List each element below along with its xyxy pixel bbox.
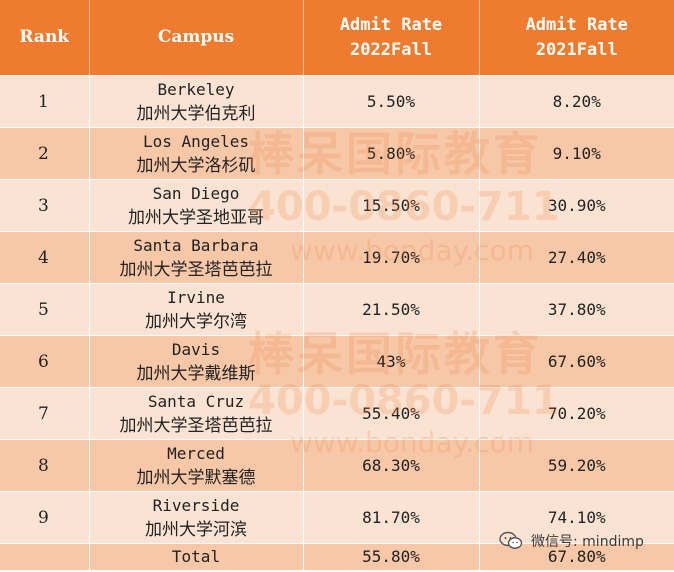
table-row: 8 Merced 加州大学默塞德 68.30% 59.20% xyxy=(0,439,674,492)
wechat-account: 微信号: mindimp xyxy=(499,531,644,551)
header-rate-2022-line2: 2022Fall xyxy=(350,39,432,60)
campus-name-cn: 加州大学圣塔芭芭拉 xyxy=(119,415,273,436)
campus-cell: Riverside 加州大学河滨 xyxy=(89,491,304,544)
campus-name-cn: 加州大学洛杉矶 xyxy=(136,155,256,176)
campus-name-cn: 加州大学圣塔芭芭拉 xyxy=(119,259,273,280)
table-row: 7 Santa Cruz 加州大学圣塔芭芭拉 55.40% 70.20% xyxy=(0,387,674,440)
campus-cell: Los Angeles 加州大学洛杉矶 xyxy=(89,127,304,180)
rate-2022-cell: 5.50% xyxy=(303,75,480,128)
table-row: 2 Los Angeles 加州大学洛杉矶 5.80% 9.10% xyxy=(0,127,674,180)
total-rate-2022: 55.80% xyxy=(303,543,480,570)
rate-2021-cell: 27.40% xyxy=(479,231,674,284)
rank-cell: 7 xyxy=(0,387,90,440)
campus-cell: Merced 加州大学默塞德 xyxy=(89,439,304,492)
campus-name-en: Davis xyxy=(171,339,221,359)
campus-cell: Irvine 加州大学尔湾 xyxy=(89,283,304,336)
campus-name-en: Irvine xyxy=(167,287,225,307)
campus-name-en: Santa Barbara xyxy=(133,235,259,255)
rate-2022-cell: 21.50% xyxy=(303,283,480,336)
rate-2021-cell: 67.60% xyxy=(479,335,674,388)
header-rate-2021-line2: 2021Fall xyxy=(535,39,618,60)
campus-name-en: Berkeley xyxy=(157,79,235,99)
campus-name-en: Los Angeles xyxy=(143,131,249,151)
wechat-icon xyxy=(499,531,523,549)
rank-cell: 3 xyxy=(0,179,90,232)
header-rate-2021-line1: Admit Rate xyxy=(525,14,628,35)
header-rate-2022: Admit Rate 2022Fall xyxy=(303,0,480,76)
rate-2021-cell: 59.20% xyxy=(479,439,674,492)
rate-2022-cell: 15.50% xyxy=(303,179,480,232)
table-row: 3 San Diego 加州大学圣地亚哥 15.50% 30.90% xyxy=(0,179,674,232)
rate-2022-cell: 19.70% xyxy=(303,231,480,284)
campus-name-cn: 加州大学伯克利 xyxy=(136,103,256,124)
header-row: Rank Campus Admit Rate 2022Fall Admit Ra… xyxy=(0,0,674,76)
campus-name-en: Riverside xyxy=(152,495,240,515)
rate-2022-cell: 81.70% xyxy=(303,491,480,544)
header-rate-2022-line1: Admit Rate xyxy=(339,14,443,35)
rate-2022-cell: 5.80% xyxy=(303,127,480,180)
campus-cell: San Diego 加州大学圣地亚哥 xyxy=(89,179,304,232)
rate-2021-cell: 37.80% xyxy=(479,283,674,336)
campus-cell: Davis 加州大学戴维斯 xyxy=(89,335,304,388)
rank-cell: 8 xyxy=(0,439,90,492)
campus-name-cn: 加州大学尔湾 xyxy=(145,311,247,332)
header-campus: Campus xyxy=(89,0,304,76)
campus-name-cn: 加州大学默塞德 xyxy=(136,467,256,488)
rank-cell: 5 xyxy=(0,283,90,336)
campus-name-cn: 加州大学戴维斯 xyxy=(136,363,256,384)
total-rank-cell xyxy=(0,543,90,570)
campus-name-cn: 加州大学圣地亚哥 xyxy=(128,207,264,228)
table-row: 4 Santa Barbara 加州大学圣塔芭芭拉 19.70% 27.40% xyxy=(0,231,674,284)
rank-cell: 4 xyxy=(0,231,90,284)
rate-2022-cell: 68.30% xyxy=(303,439,480,492)
rank-cell: 1 xyxy=(0,75,90,128)
rate-2021-cell: 9.10% xyxy=(479,127,674,180)
campus-name-en: Santa Cruz xyxy=(147,391,245,411)
rate-2022-cell: 43% xyxy=(303,335,480,388)
campus-cell: Santa Barbara 加州大学圣塔芭芭拉 xyxy=(89,231,304,284)
table-row: 5 Irvine 加州大学尔湾 21.50% 37.80% xyxy=(0,283,674,336)
rate-2022-cell: 55.40% xyxy=(303,387,480,440)
header-rate-2021: Admit Rate 2021Fall xyxy=(479,0,674,76)
rate-2021-cell: 74.10% xyxy=(479,491,674,544)
rate-2021-cell: 8.20% xyxy=(479,75,674,128)
table-row: 6 Davis 加州大学戴维斯 43% 67.60% xyxy=(0,335,674,388)
total-row: Total 55.80% 67.80% xyxy=(0,543,674,570)
rank-cell: 2 xyxy=(0,127,90,180)
campus-name-cn: 加州大学河滨 xyxy=(145,519,247,540)
campus-cell: Santa Cruz 加州大学圣塔芭芭拉 xyxy=(89,387,304,440)
header-rank: Rank xyxy=(0,0,90,76)
rate-2021-cell: 70.20% xyxy=(479,387,674,440)
campus-name-en: Merced xyxy=(167,443,225,463)
table-row: 9 Riverside 加州大学河滨 81.70% 74.10% xyxy=(0,491,674,544)
rank-cell: 9 xyxy=(0,491,90,544)
campus-cell: Berkeley 加州大学伯克利 xyxy=(89,75,304,128)
wechat-id: 微信号: mindimp xyxy=(531,534,644,550)
rank-cell: 6 xyxy=(0,335,90,388)
rate-2021-cell: 30.90% xyxy=(479,179,674,232)
campus-name-en: San Diego xyxy=(152,183,240,203)
table-row: 1 Berkeley 加州大学伯克利 5.50% 8.20% xyxy=(0,75,674,128)
total-label: Total xyxy=(89,543,304,570)
